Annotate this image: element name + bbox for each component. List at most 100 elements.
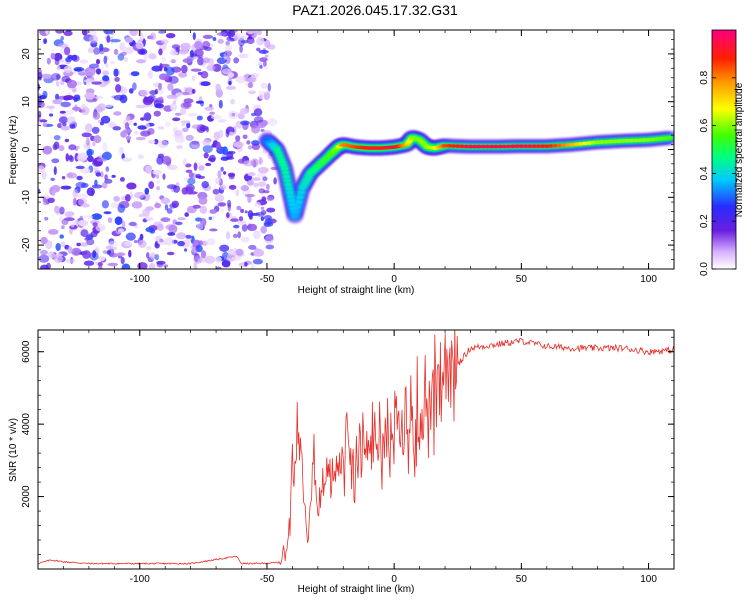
noise-blob bbox=[46, 105, 56, 109]
noise-blob bbox=[60, 185, 72, 190]
noise-blob bbox=[252, 177, 261, 181]
noise-blob bbox=[216, 266, 222, 269]
noise-blob bbox=[193, 162, 198, 171]
noise-blob bbox=[113, 195, 120, 202]
noise-blob bbox=[130, 71, 140, 77]
noise-blob bbox=[79, 242, 89, 247]
noise-blob bbox=[123, 128, 133, 134]
noise-blob bbox=[208, 216, 212, 221]
noise-blob bbox=[84, 237, 90, 241]
noise-blob bbox=[175, 92, 183, 97]
noise-blob bbox=[65, 153, 70, 162]
noise-blob bbox=[172, 117, 181, 122]
noise-blob bbox=[247, 179, 254, 186]
noise-blob bbox=[176, 145, 183, 150]
noise-blob bbox=[68, 144, 77, 151]
noise-blob bbox=[95, 95, 104, 100]
noise-blob bbox=[244, 193, 255, 198]
y-tick-label: 6000 bbox=[21, 340, 32, 363]
noise-blob bbox=[110, 39, 121, 43]
ridge-core-mark bbox=[284, 178, 291, 183]
ridge-core-mark bbox=[281, 166, 288, 171]
noise-blob bbox=[225, 41, 230, 46]
noise-blob bbox=[169, 203, 178, 209]
noise-blob bbox=[195, 244, 203, 253]
noise-blob bbox=[59, 234, 64, 239]
noise-blob bbox=[159, 238, 164, 243]
noise-blob bbox=[181, 122, 185, 127]
noise-blob bbox=[73, 249, 81, 256]
noise-blob bbox=[240, 107, 250, 115]
noise-blob bbox=[54, 205, 60, 214]
noise-blob bbox=[185, 134, 194, 141]
noise-blob bbox=[157, 139, 169, 149]
noise-blob bbox=[91, 126, 100, 134]
x-tick-label: 50 bbox=[516, 274, 528, 285]
noise-blob bbox=[76, 242, 81, 247]
noise-blob bbox=[114, 77, 120, 82]
noise-blob bbox=[230, 98, 235, 105]
noise-blob bbox=[66, 172, 77, 179]
noise-blob bbox=[264, 39, 271, 48]
noise-blob bbox=[219, 244, 230, 252]
noise-blob bbox=[165, 33, 176, 39]
noise-blob bbox=[192, 32, 196, 40]
noise-blob bbox=[154, 254, 160, 261]
noise-blob bbox=[161, 155, 172, 165]
noise-blob bbox=[67, 246, 73, 254]
noise-blob bbox=[92, 112, 101, 120]
noise-blob bbox=[66, 116, 76, 125]
noise-blob bbox=[50, 177, 55, 181]
noise-blob bbox=[55, 80, 60, 87]
ridge-core-mark bbox=[291, 214, 299, 219]
noise-blob bbox=[231, 255, 242, 261]
noise-blob bbox=[164, 204, 169, 211]
noise-blob bbox=[113, 94, 125, 101]
noise-blob bbox=[65, 258, 76, 264]
noise-blob bbox=[64, 138, 70, 143]
noise-blob bbox=[118, 228, 124, 233]
colorbar: 0.0 0.2 0.4 0.6 0.8 Normalized spectral ampl… bbox=[699, 29, 745, 276]
noise-blob bbox=[124, 241, 132, 246]
noise-blob bbox=[254, 116, 264, 123]
noise-blob bbox=[78, 219, 89, 227]
noise-blob bbox=[241, 223, 248, 232]
noise-blob bbox=[196, 115, 203, 121]
noise-blob bbox=[216, 141, 221, 151]
noise-blob bbox=[260, 206, 265, 210]
noise-blob bbox=[52, 99, 62, 105]
noise-blob bbox=[109, 253, 118, 258]
y-tick-label: 2000 bbox=[21, 485, 32, 508]
noise-blob bbox=[233, 141, 245, 148]
noise-blob bbox=[253, 108, 263, 117]
noise-blob bbox=[61, 176, 66, 180]
colorbar-ticks: 0.0 0.2 0.4 0.6 0.8 bbox=[699, 70, 736, 276]
noise-blob bbox=[227, 199, 232, 208]
ridge-core-mark bbox=[286, 190, 294, 195]
spectrogram-frame bbox=[37, 29, 675, 270]
noise-blob bbox=[128, 221, 137, 227]
noise-blob bbox=[259, 57, 268, 63]
noise-blob bbox=[162, 173, 166, 180]
noise-blob bbox=[102, 71, 109, 76]
y-tick-label: 20 bbox=[21, 48, 32, 60]
noise-blob bbox=[145, 123, 150, 129]
noise-blob bbox=[186, 122, 191, 129]
noise-blob bbox=[104, 178, 113, 184]
noise-blob bbox=[194, 41, 203, 50]
noise-blob bbox=[156, 223, 164, 232]
noise-blob bbox=[104, 174, 108, 181]
noise-blob bbox=[115, 84, 122, 93]
spectrogram-noise-region bbox=[38, 30, 278, 269]
noise-blob bbox=[129, 30, 138, 37]
noise-blob bbox=[235, 248, 244, 256]
noise-blob bbox=[41, 73, 52, 79]
noise-blob bbox=[175, 47, 180, 53]
noise-blob bbox=[114, 216, 123, 225]
noise-blob bbox=[118, 146, 124, 155]
noise-blob bbox=[145, 216, 154, 222]
noise-blob bbox=[240, 208, 245, 213]
ridge-core-mark bbox=[285, 186, 293, 191]
noise-blob bbox=[246, 140, 251, 145]
ridge-core-mark bbox=[285, 182, 292, 187]
